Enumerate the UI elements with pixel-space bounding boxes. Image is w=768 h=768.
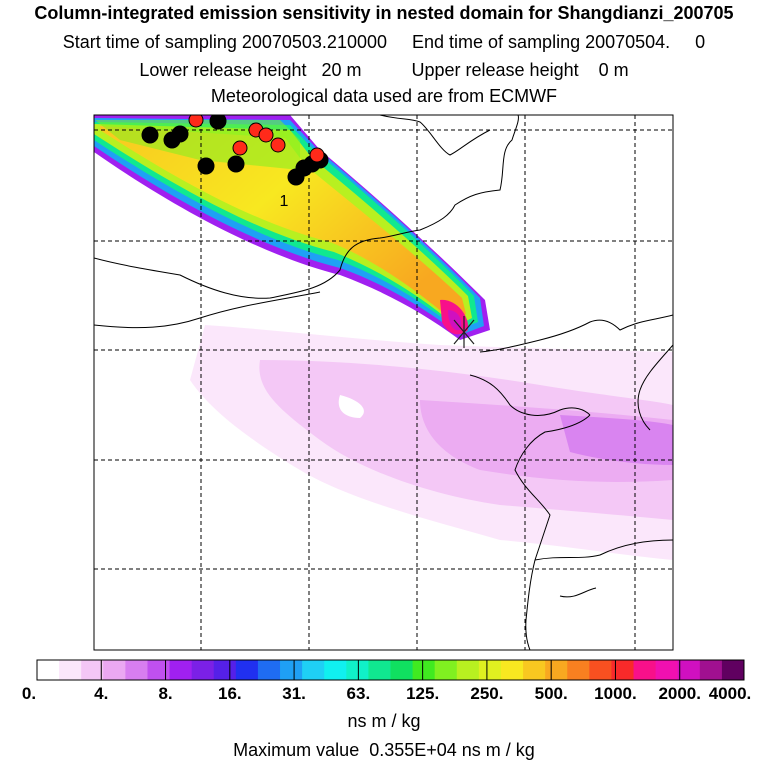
release-height-line: Lower release height 20 m Upper release … bbox=[139, 60, 629, 80]
colorbar-swatch bbox=[191, 660, 215, 680]
colorbar-swatch bbox=[302, 660, 325, 680]
max-value-text: Maximum value 0.355E+04 ns m / kg bbox=[233, 740, 535, 760]
colorbar-swatch bbox=[412, 660, 436, 680]
sensitivity-field-south bbox=[190, 325, 673, 560]
colorbar-border bbox=[36, 659, 745, 681]
colorbar bbox=[36, 659, 745, 681]
colorbar-swatch bbox=[434, 660, 458, 680]
colorbar-tick-label: 4. bbox=[94, 684, 109, 703]
colorbar-tick-label: 1000. bbox=[594, 684, 637, 703]
map-grid bbox=[94, 115, 673, 650]
cluster-points bbox=[141, 115, 329, 186]
colorbar-swatch bbox=[59, 660, 82, 680]
colorbar-swatch bbox=[368, 660, 391, 680]
cluster-point-red bbox=[232, 140, 248, 156]
release-site-icon bbox=[453, 316, 475, 348]
colorbar-units: ns m / kg bbox=[347, 711, 421, 731]
colorbar-swatch bbox=[699, 660, 723, 680]
colorbar-swatch bbox=[213, 660, 237, 680]
colorbar-swatch bbox=[500, 660, 524, 680]
colorbar-swatch bbox=[169, 660, 193, 680]
sampling-time-line: Start time of sampling 20070503.210000 E… bbox=[62, 32, 706, 52]
colorbar-tick-label: 0. bbox=[21, 684, 37, 703]
cluster-point-red bbox=[258, 127, 274, 143]
map-area: 1 bbox=[94, 115, 673, 650]
cluster-point-black bbox=[209, 115, 227, 130]
colorbar-swatch bbox=[37, 660, 60, 680]
colorbar-swatch bbox=[567, 660, 590, 680]
colorbar-swatch bbox=[721, 660, 745, 680]
colorbar-swatch bbox=[589, 660, 612, 680]
colorbar-swatch bbox=[545, 660, 568, 680]
map-frame bbox=[93, 114, 674, 651]
colorbar-swatch bbox=[456, 660, 480, 680]
colorbar-swatch bbox=[147, 660, 171, 680]
met-data-line: Meteorological data used are from ECMWF bbox=[210, 86, 558, 106]
cluster-point-red bbox=[270, 137, 286, 153]
colorbar-swatch bbox=[611, 660, 635, 680]
cluster-point-black bbox=[141, 126, 159, 144]
colorbar-swatch bbox=[677, 660, 701, 680]
colorbar-tick-label: 125. bbox=[406, 684, 440, 703]
colorbar-swatch bbox=[390, 660, 414, 680]
colorbar-tick-label: 500. bbox=[534, 684, 568, 703]
cluster-point-red bbox=[309, 147, 325, 163]
colorbar-swatch bbox=[633, 660, 657, 680]
colorbar-swatch bbox=[655, 660, 679, 680]
colorbar-swatch bbox=[235, 660, 259, 680]
cluster-point-red bbox=[188, 115, 204, 128]
cluster-point-black bbox=[171, 125, 189, 143]
colorbar-tick-label: 16. bbox=[217, 684, 242, 703]
colorbar-swatch bbox=[81, 660, 104, 680]
colorbar-tick-label: 4000. bbox=[708, 684, 752, 703]
colorbar-tick-label: 31. bbox=[282, 684, 306, 703]
colorbar-swatch bbox=[257, 660, 281, 680]
colorbar-swatch bbox=[324, 660, 347, 680]
colorbar-tick-label: 8. bbox=[158, 684, 173, 703]
cluster-point-black bbox=[197, 157, 215, 175]
colorbar-tick-label: 2000. bbox=[658, 684, 701, 703]
colorbar-swatch bbox=[125, 660, 148, 680]
colorbar-swatch bbox=[523, 660, 546, 680]
plume-label: 1 bbox=[280, 193, 289, 210]
sensitivity-plume bbox=[94, 115, 490, 340]
colorbar-swatch bbox=[478, 660, 502, 680]
colorbar-swatch bbox=[280, 660, 303, 680]
cluster-point-black bbox=[227, 155, 245, 173]
colorbar-tick-label: 63. bbox=[346, 684, 371, 703]
colorbar-tick-label: 250. bbox=[470, 684, 504, 703]
colorbar-swatch bbox=[346, 660, 369, 680]
page-title: Column-integrated emission sensitivity i… bbox=[34, 3, 734, 23]
colorbar-swatch bbox=[103, 660, 126, 680]
coastlines bbox=[94, 115, 673, 650]
